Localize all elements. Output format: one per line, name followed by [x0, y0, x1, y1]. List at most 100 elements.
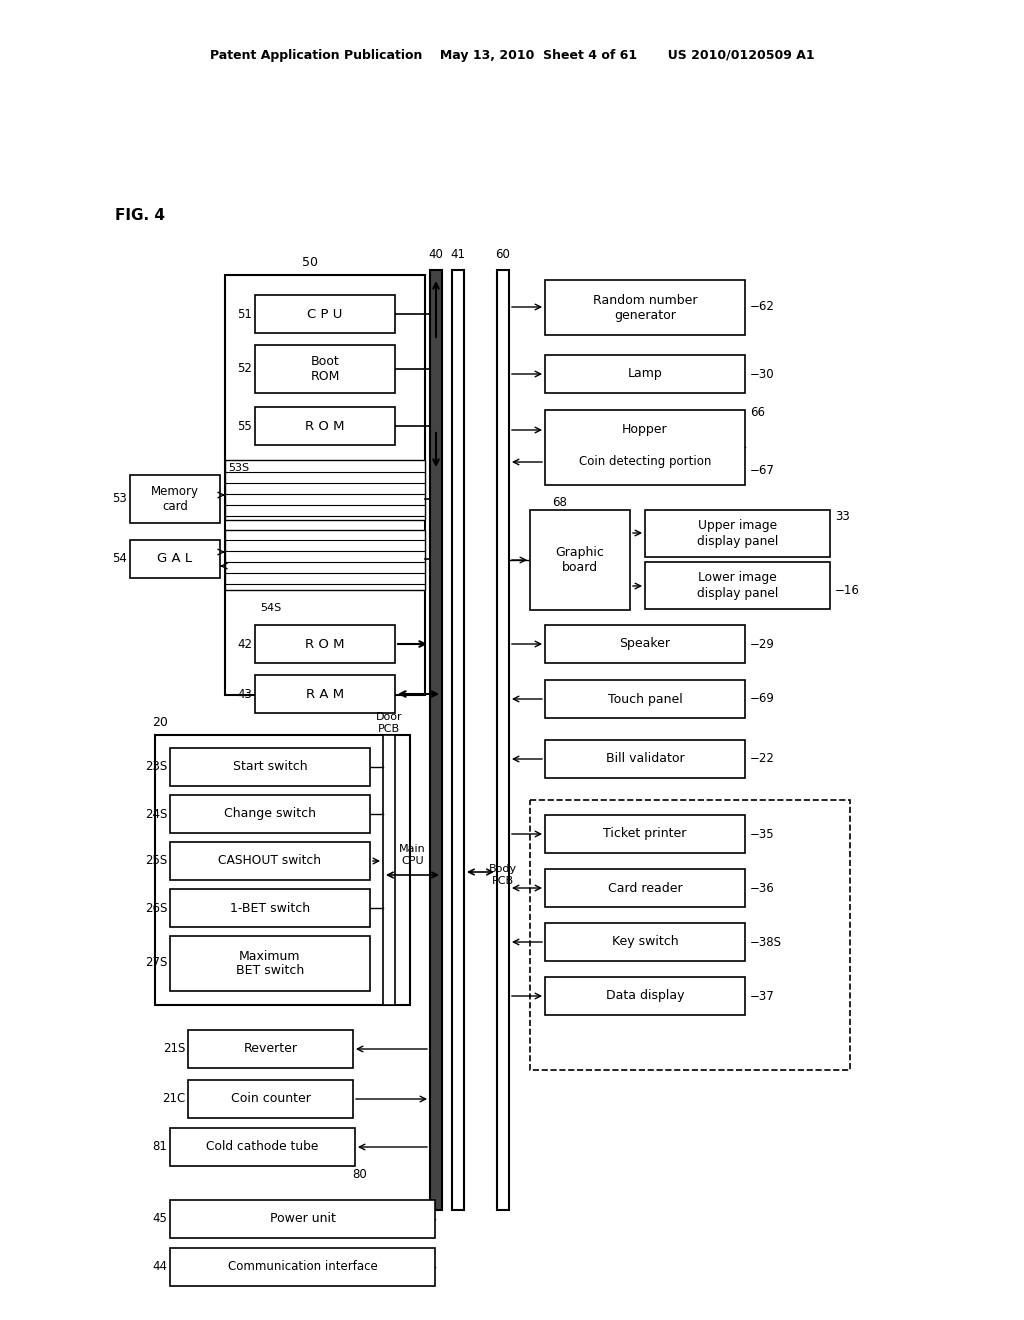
- Bar: [545, 411, 745, 484]
- Text: G A L: G A L: [158, 553, 193, 565]
- Bar: [645, 510, 830, 557]
- Text: FIG. 4: FIG. 4: [115, 207, 165, 223]
- Bar: [255, 294, 395, 333]
- Text: Patent Application Publication    May 13, 2010  Sheet 4 of 61       US 2010/0120: Patent Application Publication May 13, 2…: [210, 49, 814, 62]
- Text: Main
CPU: Main CPU: [399, 845, 426, 866]
- Bar: [255, 675, 395, 713]
- Text: 44: 44: [152, 1261, 167, 1274]
- Text: Lower image
display panel: Lower image display panel: [697, 572, 778, 599]
- Text: Body
PCB: Body PCB: [488, 865, 517, 886]
- Text: Maximum
BET switch: Maximum BET switch: [236, 949, 304, 978]
- Text: Power unit: Power unit: [269, 1213, 336, 1225]
- Text: Graphic
board: Graphic board: [556, 546, 604, 574]
- Bar: [130, 540, 220, 578]
- Bar: [170, 1129, 355, 1166]
- Text: Upper image
display panel: Upper image display panel: [697, 520, 778, 548]
- Text: 43: 43: [238, 688, 252, 701]
- Text: 33: 33: [835, 511, 850, 524]
- Text: Cold cathode tube: Cold cathode tube: [206, 1140, 318, 1154]
- Bar: [530, 510, 630, 610]
- Text: 21S: 21S: [163, 1043, 185, 1056]
- Text: Data display: Data display: [606, 990, 684, 1002]
- Text: R A M: R A M: [306, 688, 344, 701]
- Text: 50: 50: [302, 256, 318, 268]
- Bar: [188, 1030, 353, 1068]
- Bar: [170, 1200, 435, 1238]
- Text: 20: 20: [152, 715, 168, 729]
- Text: −67: −67: [750, 463, 775, 477]
- Text: −35: −35: [750, 828, 774, 841]
- Text: 51: 51: [238, 308, 252, 321]
- Bar: [188, 1080, 353, 1118]
- Text: 26S: 26S: [144, 902, 167, 915]
- Text: Key switch: Key switch: [611, 936, 678, 949]
- Text: −30: −30: [750, 367, 774, 380]
- Text: Communication interface: Communication interface: [227, 1261, 378, 1274]
- Text: 55: 55: [238, 420, 252, 433]
- Text: −62: −62: [750, 301, 775, 314]
- Bar: [452, 271, 464, 1210]
- Text: 60: 60: [496, 248, 510, 261]
- Text: 41: 41: [451, 248, 466, 261]
- Text: −69: −69: [750, 693, 775, 705]
- Bar: [545, 814, 745, 853]
- Text: 53S: 53S: [228, 463, 249, 473]
- Text: 1-BET switch: 1-BET switch: [230, 902, 310, 915]
- Text: −36: −36: [750, 882, 775, 895]
- Text: 24S: 24S: [144, 808, 167, 821]
- Text: 80: 80: [352, 1168, 368, 1181]
- Text: 54S: 54S: [260, 603, 282, 612]
- Text: Bill validator: Bill validator: [605, 752, 684, 766]
- Bar: [170, 936, 370, 991]
- Text: 27S: 27S: [144, 957, 167, 969]
- Text: 21C: 21C: [162, 1093, 185, 1106]
- Text: R O M: R O M: [305, 638, 345, 651]
- Bar: [170, 1247, 435, 1286]
- Bar: [545, 977, 745, 1015]
- Text: Door
PCB: Door PCB: [376, 713, 402, 734]
- Bar: [545, 680, 745, 718]
- Bar: [545, 741, 745, 777]
- Bar: [430, 271, 442, 1210]
- Text: 23S: 23S: [144, 760, 167, 774]
- Text: Card reader: Card reader: [607, 882, 682, 895]
- Text: Hopper: Hopper: [623, 424, 668, 437]
- Bar: [545, 355, 745, 393]
- Text: Reverter: Reverter: [244, 1043, 298, 1056]
- Bar: [225, 531, 425, 590]
- Text: Boot
ROM: Boot ROM: [310, 355, 340, 383]
- Bar: [170, 842, 370, 880]
- Bar: [170, 795, 370, 833]
- Text: 68: 68: [553, 496, 567, 510]
- Text: 53: 53: [113, 492, 127, 506]
- Text: 40: 40: [429, 248, 443, 261]
- Text: 66: 66: [750, 407, 765, 420]
- Text: 52: 52: [238, 363, 252, 375]
- Bar: [255, 624, 395, 663]
- Text: −37: −37: [750, 990, 775, 1002]
- Bar: [530, 800, 850, 1071]
- Text: Start switch: Start switch: [232, 760, 307, 774]
- Text: 25S: 25S: [144, 854, 167, 867]
- Bar: [545, 923, 745, 961]
- Text: 45: 45: [153, 1213, 167, 1225]
- Bar: [383, 735, 395, 1005]
- Bar: [170, 888, 370, 927]
- Text: R O M: R O M: [305, 420, 345, 433]
- Text: Coin counter: Coin counter: [230, 1093, 310, 1106]
- Bar: [225, 459, 425, 520]
- Text: Change switch: Change switch: [224, 808, 316, 821]
- Text: 42: 42: [237, 638, 252, 651]
- Bar: [155, 735, 410, 1005]
- Bar: [225, 275, 425, 696]
- Bar: [545, 869, 745, 907]
- Text: Random number
generator: Random number generator: [593, 293, 697, 322]
- Text: CASHOUT switch: CASHOUT switch: [218, 854, 322, 867]
- Text: Lamp: Lamp: [628, 367, 663, 380]
- Text: −16: −16: [835, 583, 860, 597]
- Text: 54: 54: [112, 553, 127, 565]
- Bar: [255, 407, 395, 445]
- Text: Ticket printer: Ticket printer: [603, 828, 687, 841]
- Bar: [645, 562, 830, 609]
- Bar: [170, 748, 370, 785]
